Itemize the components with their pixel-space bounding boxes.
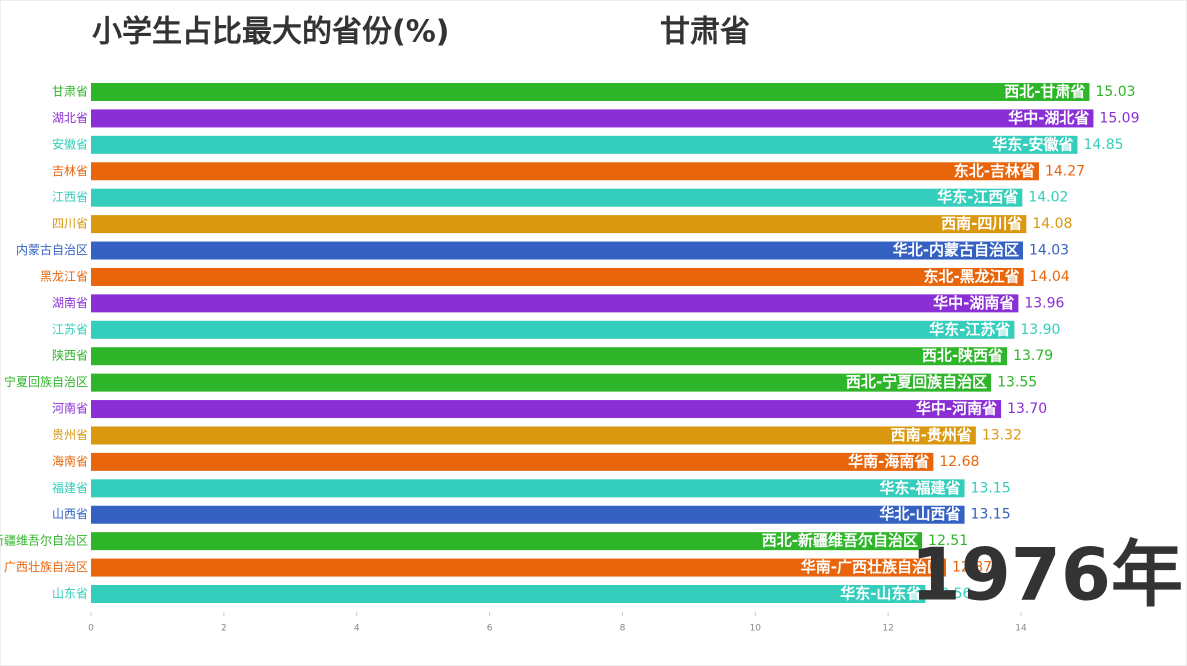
bar: [91, 400, 1002, 419]
bar: [91, 373, 992, 392]
bar-label: 华东-安徽省: [992, 135, 1073, 153]
category-label: 海南省: [52, 453, 88, 468]
value-label: 14.04: [1030, 269, 1070, 285]
category-label: 黑龙江省: [40, 269, 88, 283]
value-label: 15.09: [1099, 110, 1139, 126]
category-label: 内蒙古自治区: [16, 242, 88, 257]
plot: 0 2 4 6 8 10 12 14 甘肃省 西北-甘肃省 15.03 湖北省 华中-湖北省 15.09 安…: [0, 83, 1140, 634]
bar-label: 华中-湖南省: [933, 294, 1014, 312]
bar-label: 西南-四川省: [941, 215, 1022, 233]
bar-label: 华东-江苏省: [929, 320, 1010, 338]
bar: [91, 109, 1094, 128]
category-label: 江苏省: [52, 322, 88, 336]
bar-label: 东北-吉林省: [954, 162, 1035, 180]
bar-label: 东北-黑龙江省: [923, 267, 1019, 285]
bar-label: 西北-陕西省: [922, 347, 1003, 365]
category-label: 福建省: [52, 480, 88, 495]
bar: [91, 532, 923, 551]
bar: [91, 452, 934, 471]
category-label: 山西省: [52, 507, 88, 521]
category-label: 江西省: [52, 190, 88, 204]
value-label: 14.02: [1028, 190, 1068, 206]
category-label: 四川省: [52, 217, 88, 231]
bar: [91, 267, 1024, 286]
value-label: 14.03: [1029, 243, 1069, 259]
value-label: 14.08: [1032, 216, 1072, 232]
leader-label: 甘肃省: [660, 15, 750, 50]
x-tick-label: 6: [487, 624, 493, 634]
x-tick-label: 2: [221, 624, 227, 634]
category-label: 山东省: [52, 587, 88, 601]
value-label: 13.32: [982, 427, 1022, 443]
x-tick-label: 8: [620, 624, 626, 634]
bar: [91, 558, 946, 577]
bar-label: 华中-河南省: [916, 400, 997, 418]
bar: [91, 347, 1008, 366]
value-label: 13.15: [971, 507, 1011, 523]
bar-label: 西北-宁夏回族自治区: [846, 373, 987, 391]
bar: [91, 320, 1015, 339]
bar-label: 华南-海南省: [848, 452, 929, 470]
category-label: 河南省: [52, 401, 88, 416]
bar-label: 西北-新疆维吾尔自治区: [762, 532, 918, 550]
value-label: 13.90: [1020, 322, 1060, 338]
value-label: 13.79: [1013, 348, 1053, 364]
category-label: 湖北省: [52, 110, 88, 125]
x-tick-label: 14: [1015, 624, 1027, 634]
bar: [91, 162, 1039, 181]
bar-label: 西北-甘肃省: [1004, 83, 1085, 101]
category-label: 宁夏回族自治区: [4, 374, 88, 389]
bar: [91, 585, 926, 603]
bar-label: 西南-贵州省: [891, 426, 972, 444]
category-label: 陕西省: [52, 348, 88, 363]
chart-title: 小学生占比最大的省份(%): [92, 15, 449, 50]
value-label: 15.03: [1095, 84, 1135, 100]
category-label: 贵州省: [52, 428, 88, 442]
value-label: 13.15: [971, 480, 1011, 496]
bar: [91, 83, 1090, 101]
value-label: 13.96: [1024, 295, 1064, 311]
year-label: 1976年: [911, 533, 1183, 617]
value-label: 12.51: [928, 533, 968, 549]
bar: [91, 479, 965, 498]
category-label: 新疆维吾尔自治区: [0, 533, 88, 548]
bar-label: 华中-湖北省: [1008, 109, 1089, 127]
bar-label: 华东-山东省: [840, 585, 921, 603]
bar-label: 华东-江西省: [937, 188, 1018, 206]
x-tick-label: 10: [750, 624, 762, 634]
value-label: 12.87: [952, 560, 992, 576]
x-tick-label: 4: [354, 624, 360, 634]
bar: [91, 135, 1078, 154]
bar: [91, 294, 1019, 313]
bar-label: 华南-广西壮族自治区: [801, 558, 942, 576]
value-label: 13.55: [997, 375, 1037, 391]
bar-label: 华北-内蒙古自治区: [893, 241, 1019, 259]
value-label: 13.70: [1007, 401, 1047, 417]
bar: [91, 188, 1023, 207]
category-label: 甘肃省: [52, 85, 88, 99]
bar-label: 华东-福建省: [879, 479, 960, 497]
bar: [91, 241, 1024, 260]
category-label: 湖南省: [52, 295, 88, 310]
value-label: 14.85: [1083, 137, 1123, 153]
bar: [91, 426, 976, 445]
category-label: 吉林省: [52, 164, 88, 178]
bar: [91, 215, 1027, 234]
bar-label: 华北-山西省: [879, 505, 960, 523]
value-label: 12.68: [939, 454, 979, 470]
bar: [91, 505, 965, 524]
value-label: 14.27: [1045, 163, 1085, 179]
category-label: 广西壮族自治区: [4, 560, 88, 574]
category-label: 安徽省: [52, 136, 88, 151]
x-tick-label: 12: [882, 624, 893, 634]
x-tick-label: 0: [88, 624, 94, 634]
value-label: 12.56: [931, 586, 971, 602]
